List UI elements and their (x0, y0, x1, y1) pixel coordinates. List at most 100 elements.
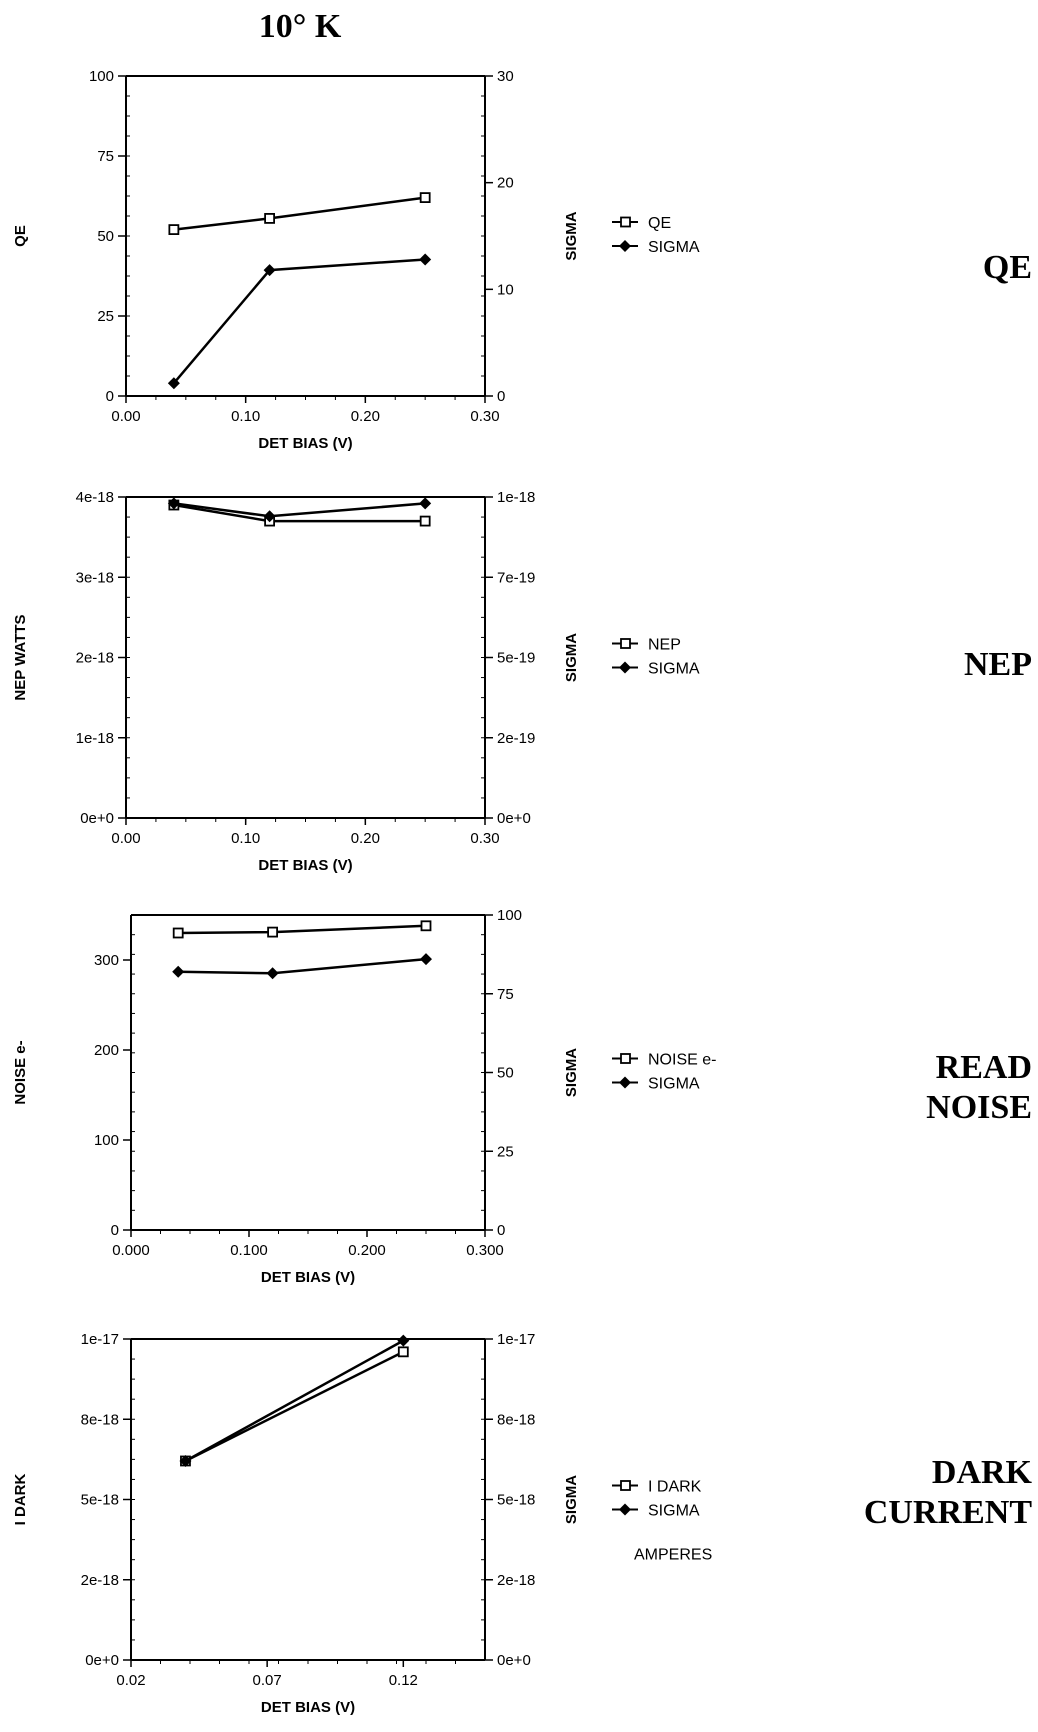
y-tick-label-right: 2e-18 (497, 1572, 535, 1589)
data-point-square (172, 927, 184, 939)
y-tick-label-right: 25 (497, 1143, 514, 1160)
series-line-1 (178, 957, 427, 975)
data-point-diamond (397, 1334, 410, 1347)
legend-marker-square (620, 1053, 631, 1064)
chart-0: 0.00 0.10 0.20 0.30 0 25 50 75 100 0 10 20 30 DET BIA… (12, 68, 700, 452)
y-tick-label-right: 0 (497, 1222, 505, 1239)
y-tick-label-left: 0 (111, 1222, 119, 1239)
data-point-square (397, 1346, 409, 1358)
series-line-0 (173, 196, 426, 231)
data-point-diamond (419, 497, 432, 510)
data-point-square (419, 192, 431, 204)
y-axis-label-left: NEP WATTS (12, 614, 29, 700)
y-tick-label-right: 0 (497, 388, 505, 405)
series-line-1 (172, 258, 426, 385)
legend-entry: SIGMA (648, 1503, 700, 1520)
y-tick-label-left: 8e-18 (81, 1411, 119, 1428)
y-tick-label-right: 75 (497, 986, 514, 1003)
x-tick-label: 0.20 (351, 830, 380, 847)
x-tick-label: 0.000 (112, 1242, 150, 1259)
x-tick-label: 0.300 (466, 1242, 504, 1259)
series-line-0 (184, 1350, 404, 1463)
y-tick-label-left: 3e-18 (76, 569, 114, 586)
x-tick-label: 0.30 (470, 830, 499, 847)
y-tick-label-left: 100 (94, 1132, 119, 1149)
section-label-dark-current: DARK CURRENT (863, 1454, 1032, 1531)
legend-marker-square (620, 1480, 631, 1491)
x-tick-label: 0.30 (470, 408, 499, 425)
data-point-diamond (179, 1454, 192, 1467)
y-tick-label-right: 1e-18 (497, 489, 535, 506)
y-tick-label-right: 5e-19 (497, 650, 535, 667)
y-tick-label-right: 5e-18 (497, 1492, 535, 1509)
x-tick-label: 0.00 (111, 408, 140, 425)
legend-entry: SIGMA (648, 239, 700, 256)
y-tick-label-left: 2e-18 (81, 1572, 119, 1589)
series-line-1 (184, 1339, 404, 1463)
x-tick-label: 0.100 (230, 1242, 268, 1259)
legend-entry: SIGMA (648, 1076, 700, 1093)
legend-marker-square (620, 638, 631, 649)
data-point-square (168, 224, 180, 236)
data-point-diamond (172, 965, 185, 978)
legend-note: AMPERES (634, 1547, 712, 1564)
legend-entry: NEP (648, 637, 681, 654)
y-tick-label-left: 300 (94, 952, 119, 969)
y-axis-label-right: SIGMA (563, 633, 580, 682)
data-point-diamond (419, 253, 432, 266)
y-tick-label-right: 10 (497, 281, 514, 298)
legend-entry: SIGMA (648, 661, 700, 678)
data-point-diamond (167, 497, 180, 510)
series-line-1 (173, 502, 426, 518)
y-tick-label-left: 0e+0 (85, 1652, 119, 1669)
x-tick-label: 0.12 (389, 1672, 418, 1689)
y-axis-label-right: SIGMA (563, 1475, 580, 1524)
data-point-diamond (420, 953, 432, 966)
y-tick-label-left: 25 (97, 308, 114, 325)
legend-marker-square (620, 216, 631, 228)
chart-1: 0.00 0.10 0.20 0.30 0e+0 1e-18 2e-18 3e-18 4e-18… (12, 489, 700, 874)
x-axis-label: DET BIAS (V) (261, 1699, 355, 1716)
data-point-square (267, 926, 279, 938)
y-tick-label-right: 0e+0 (497, 1652, 531, 1669)
data-point-diamond (266, 967, 279, 980)
x-tick-label: 0.200 (348, 1242, 386, 1259)
legend-marker-diamond (619, 1503, 631, 1516)
x-tick-label: 0.10 (231, 830, 260, 847)
legend-entry: I DARK (648, 1479, 702, 1496)
y-tick-label-left: 75 (97, 148, 114, 165)
y-tick-label-left: 0 (106, 388, 114, 405)
y-tick-label-right: 7e-19 (497, 569, 535, 586)
data-point-diamond (167, 377, 180, 390)
x-tick-label: 0.02 (116, 1672, 145, 1689)
data-point-square (419, 515, 431, 527)
section-label-nep: NEP (964, 646, 1032, 683)
y-tick-label-right: 8e-18 (497, 1411, 535, 1428)
y-axis-label-left: QE (12, 225, 29, 247)
legend-entry: NOISE e- (648, 1052, 716, 1069)
y-tick-label-left: 4e-18 (76, 489, 114, 506)
y-axis-label-right: SIGMA (563, 211, 580, 260)
legend-marker-diamond (619, 240, 631, 252)
y-tick-label-left: 100 (89, 68, 114, 85)
chart-2: 0.000 0.100 0.200 0.300 0 100 200 300 0 25 50 75 100… (12, 907, 716, 1286)
x-axis-label: DET BIAS (V) (258, 857, 352, 874)
x-axis-label: DET BIAS (V) (258, 435, 352, 452)
y-tick-label-left: 5e-18 (81, 1492, 119, 1509)
data-point-square (264, 212, 276, 224)
legend-marker-diamond (619, 1076, 631, 1089)
y-tick-label-right: 20 (497, 175, 514, 192)
y-tick-label-left: 1e-17 (81, 1331, 119, 1348)
y-tick-label-right: 30 (497, 68, 514, 85)
x-tick-label: 0.20 (351, 408, 380, 425)
y-tick-label-right: 0e+0 (497, 810, 531, 827)
data-point-square (420, 920, 432, 932)
x-tick-label: 0.10 (231, 408, 260, 425)
y-axis-label-right: SIGMA (563, 1048, 580, 1097)
x-tick-label: 0.07 (253, 1672, 282, 1689)
x-tick-label: 0.00 (111, 830, 140, 847)
y-tick-label-right: 2e-19 (497, 730, 535, 747)
chart-3: 0.02 0.07 0.12 0e+0 2e-18 5e-18 8e-18 1e-17 0e+0… (12, 1331, 712, 1716)
section-label-read-noise: READ NOISE (926, 1049, 1032, 1126)
data-point-diamond (263, 510, 276, 523)
